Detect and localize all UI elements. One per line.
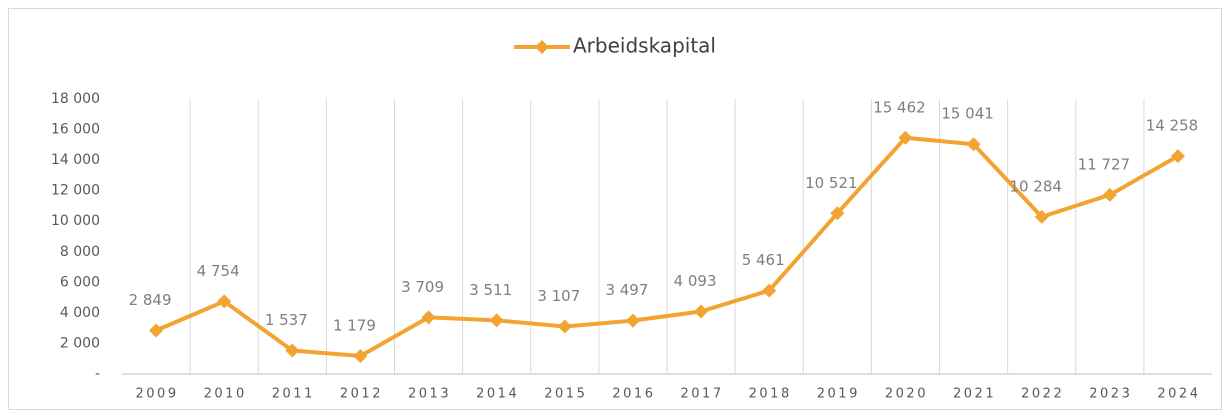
x-tick-label: 2017 bbox=[681, 387, 724, 402]
data-point bbox=[285, 343, 300, 358]
x-tick-label: 2016 bbox=[612, 387, 655, 402]
x-tick-label: 2024 bbox=[1157, 387, 1200, 402]
y-tick-label: 4 000 bbox=[60, 305, 100, 321]
x-tick-label: 2018 bbox=[749, 387, 792, 402]
data-label: 3 511 bbox=[469, 281, 512, 299]
data-point bbox=[1034, 209, 1049, 224]
y-tick-label: 8 000 bbox=[60, 244, 100, 260]
data-point bbox=[1170, 149, 1185, 164]
x-tick-label: 2011 bbox=[272, 387, 315, 402]
data-label: 3 107 bbox=[537, 287, 580, 305]
data-label: 4 093 bbox=[674, 272, 717, 290]
x-tick-label: 2022 bbox=[1021, 387, 1064, 402]
data-label: 11 727 bbox=[1078, 155, 1131, 173]
x-tick-label: 2015 bbox=[544, 387, 587, 402]
data-label: 15 041 bbox=[941, 105, 994, 123]
x-tick-label: 2014 bbox=[476, 387, 519, 402]
y-tick-label: 2 000 bbox=[60, 335, 100, 351]
data-point bbox=[830, 206, 845, 221]
y-tick-label: 10 000 bbox=[51, 213, 100, 229]
data-point bbox=[1102, 187, 1117, 202]
x-tick-label: 2020 bbox=[885, 387, 928, 402]
x-tick-label: 2013 bbox=[408, 387, 451, 402]
y-tick-label: 6 000 bbox=[60, 274, 100, 290]
data-point bbox=[898, 130, 913, 145]
data-label: 4 754 bbox=[197, 262, 240, 280]
x-tick-label: 2010 bbox=[204, 387, 247, 402]
x-tick-label: 2009 bbox=[136, 387, 179, 402]
data-label: 3 497 bbox=[605, 281, 648, 299]
data-label: 10 284 bbox=[1009, 177, 1062, 195]
data-point bbox=[149, 323, 164, 338]
data-label: 2 849 bbox=[129, 291, 172, 309]
y-tick-label: 16 000 bbox=[51, 122, 100, 138]
data-point bbox=[762, 283, 777, 298]
data-label: 1 537 bbox=[265, 311, 308, 329]
data-point bbox=[489, 313, 504, 328]
data-point bbox=[966, 137, 981, 152]
data-label: 3 709 bbox=[401, 278, 444, 296]
x-tick-label: 2019 bbox=[817, 387, 860, 402]
y-tick-label: 14 000 bbox=[51, 152, 100, 168]
y-tick-label: - bbox=[95, 366, 100, 382]
data-point bbox=[557, 319, 572, 334]
legend-marker bbox=[535, 40, 549, 54]
data-label: 1 179 bbox=[333, 316, 376, 334]
data-label: 5 461 bbox=[742, 251, 785, 269]
data-label: 10 521 bbox=[805, 174, 858, 192]
y-tick-label: 12 000 bbox=[51, 183, 100, 199]
x-tick-label: 2012 bbox=[340, 387, 383, 402]
y-tick-label: 18 000 bbox=[51, 91, 100, 107]
legend-label: Arbeidskapital bbox=[573, 34, 716, 58]
chart-frame bbox=[8, 8, 1222, 410]
data-point bbox=[217, 294, 232, 309]
data-point bbox=[421, 310, 436, 325]
data-label: 14 258 bbox=[1146, 117, 1199, 135]
x-tick-label: 2023 bbox=[1089, 387, 1132, 402]
data-point bbox=[353, 348, 368, 363]
data-label: 15 462 bbox=[873, 98, 926, 116]
data-point bbox=[625, 313, 640, 328]
x-tick-label: 2021 bbox=[953, 387, 996, 402]
data-point bbox=[694, 304, 709, 319]
data-line bbox=[155, 135, 1179, 358]
